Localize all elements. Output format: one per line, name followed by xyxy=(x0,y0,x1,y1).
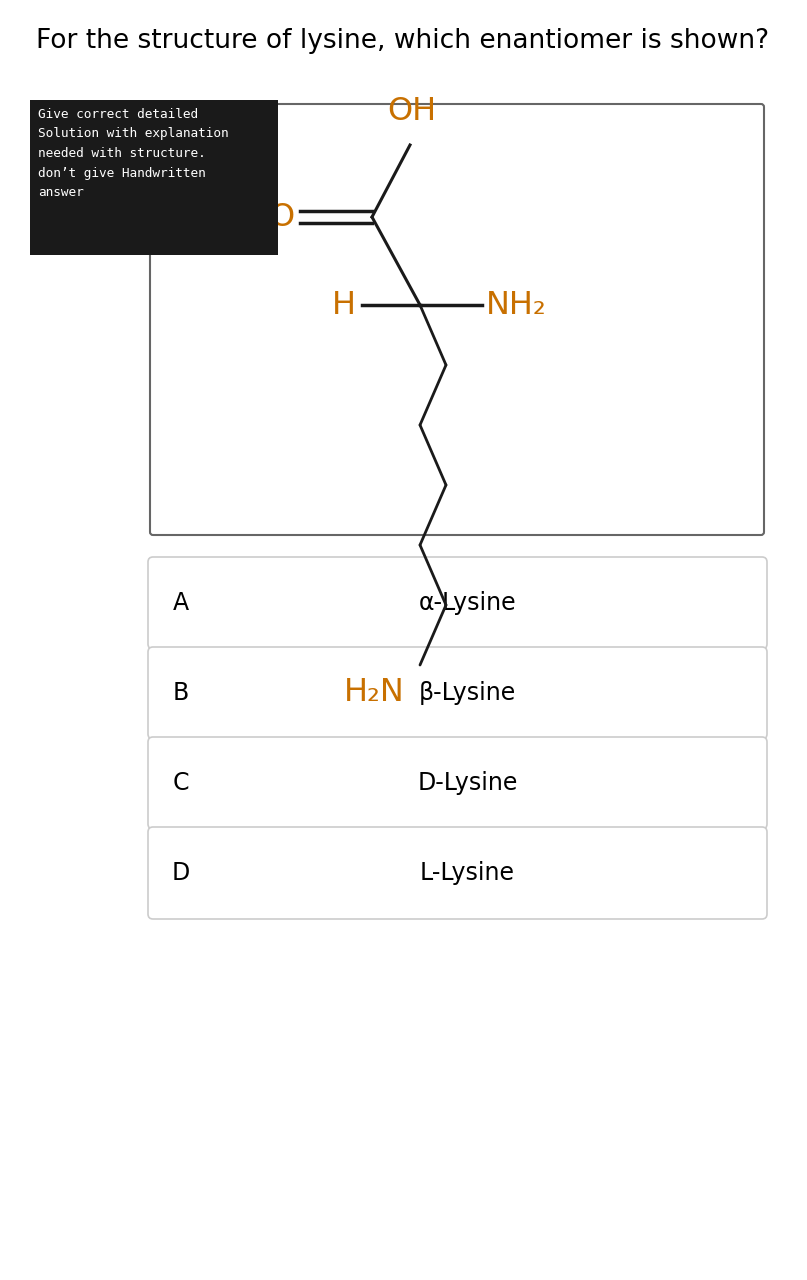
Text: β-Lysine: β-Lysine xyxy=(419,681,516,705)
Text: H₂N: H₂N xyxy=(345,677,405,708)
FancyBboxPatch shape xyxy=(148,557,767,649)
FancyBboxPatch shape xyxy=(148,646,767,739)
Text: Give correct detailed
Solution with explanation
needed with structure.
don’t giv: Give correct detailed Solution with expl… xyxy=(38,108,228,198)
Text: O: O xyxy=(269,201,294,233)
Text: NH₂: NH₂ xyxy=(486,289,547,320)
Text: α-Lysine: α-Lysine xyxy=(419,591,516,614)
Text: C: C xyxy=(173,771,190,795)
Text: For the structure of lysine, which enantiomer is shown?: For the structure of lysine, which enant… xyxy=(36,28,770,54)
FancyBboxPatch shape xyxy=(148,827,767,919)
FancyBboxPatch shape xyxy=(150,104,764,535)
Text: D-Lysine: D-Lysine xyxy=(417,771,517,795)
Text: L-Lysine: L-Lysine xyxy=(420,861,515,884)
FancyBboxPatch shape xyxy=(148,737,767,829)
Text: OH: OH xyxy=(387,96,437,127)
Text: B: B xyxy=(173,681,189,705)
Text: H: H xyxy=(332,289,356,320)
Text: A: A xyxy=(173,591,189,614)
FancyBboxPatch shape xyxy=(30,100,278,255)
Text: D: D xyxy=(172,861,190,884)
